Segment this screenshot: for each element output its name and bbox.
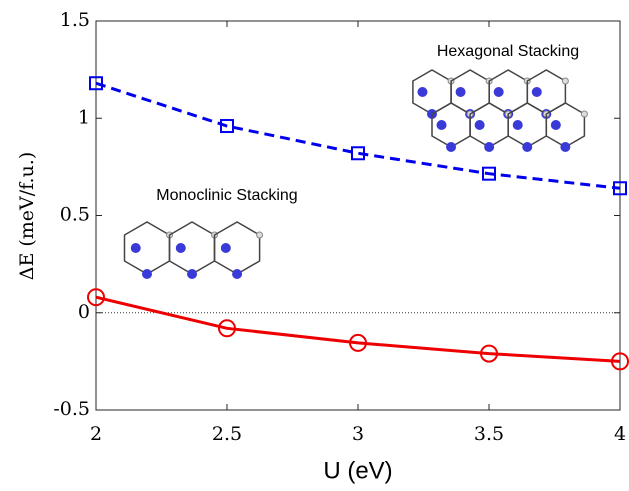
- atom: [436, 120, 447, 130]
- x-axis-label: U (eV): [323, 457, 392, 484]
- y-axis-label: ΔE (meV/f.u.): [16, 152, 38, 281]
- y-tick-label: 1.5: [60, 9, 90, 31]
- series-line: [95, 295, 621, 363]
- marker: [220, 119, 234, 134]
- atom: [455, 87, 466, 97]
- x-tick-label: 2: [90, 423, 102, 445]
- atom: [220, 243, 231, 253]
- atom: [484, 142, 495, 152]
- atom: [256, 231, 264, 239]
- marker: [349, 333, 367, 352]
- marker: [482, 166, 496, 181]
- marker: [611, 352, 629, 371]
- marker: [351, 146, 365, 161]
- x-tick-label: 2.5: [212, 423, 242, 445]
- y-tick-label: 0: [78, 301, 90, 323]
- x-tick-label: 3: [352, 423, 364, 445]
- atom: [561, 77, 569, 85]
- atom: [531, 87, 542, 97]
- x-tick-label: 4: [614, 423, 626, 445]
- atom: [130, 243, 141, 253]
- atom: [417, 87, 428, 97]
- y-tick-label: -0.5: [53, 398, 90, 420]
- x-tick-label: 3.5: [474, 423, 504, 445]
- atom: [232, 269, 243, 279]
- annotation: Monoclinic Stacking: [156, 187, 297, 204]
- annotation: Hexagonal Stacking: [437, 43, 579, 60]
- atom: [142, 269, 152, 279]
- atom: [550, 120, 561, 130]
- atom: [522, 142, 533, 152]
- marker: [89, 76, 103, 91]
- structure-insets: [123, 69, 588, 279]
- atom: [474, 120, 485, 130]
- atom: [512, 120, 523, 130]
- marker: [87, 288, 105, 307]
- series-line: [95, 81, 621, 190]
- marker: [218, 319, 236, 338]
- y-tick-label: 1: [78, 106, 90, 128]
- atom: [175, 243, 186, 253]
- atom: [446, 142, 457, 152]
- atom: [187, 269, 198, 279]
- atom: [560, 142, 571, 152]
- y-tick-label: 0.5: [60, 204, 90, 226]
- atom: [580, 110, 588, 118]
- marker: [613, 181, 627, 196]
- atom: [493, 87, 504, 97]
- marker: [480, 344, 498, 363]
